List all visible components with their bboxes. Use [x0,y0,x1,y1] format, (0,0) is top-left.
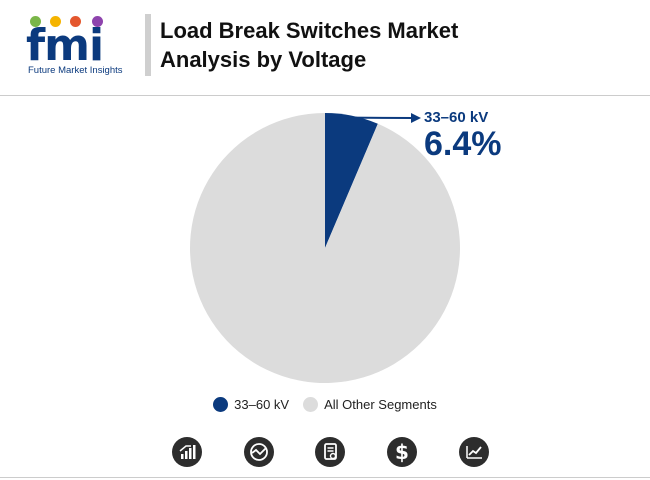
header: fmi Future Market Insights Load Break Sw… [0,0,650,96]
logo-dot-icon [92,16,103,27]
header-divider [0,95,650,96]
callout-label: 33–60 kV [424,109,488,126]
legend-item: All Other Segments [303,397,437,412]
page-title: Load Break Switches Market Analysis by V… [160,16,458,74]
fmi-logo: fmi Future Market Insights [24,10,136,80]
logo-tagline: Future Market Insights [28,65,123,76]
dollar-icon[interactable]: $ [387,437,417,467]
svg-text:$: $ [395,440,409,464]
logo-dot-icon [50,16,61,27]
pie-slice [190,113,461,383]
logo-letters: fmi [26,20,104,71]
trend-line-icon[interactable] [459,437,489,467]
footer-icons: $ [0,437,650,469]
title-line-2: Analysis by Voltage [160,47,367,72]
legend-label: All Other Segments [324,397,437,412]
legend-swatch [213,397,229,412]
legend-label: 33–60 kV [234,397,290,412]
legend-swatch [303,397,319,412]
title-accent-bar [145,14,151,76]
chart-legend: 33–60 kV All Other Segments [0,397,650,412]
logo-dot-icon [30,16,41,27]
callout-arrow-icon [411,113,421,123]
pie-slices [190,113,461,383]
logo-dot-icon [70,16,81,27]
pie-chart: 33–60 kV 6.4% [190,109,502,383]
pie-slice [325,113,378,248]
legend-item: 33–60 kV [213,397,289,412]
callout-value: 6.4% [424,125,502,163]
footer-divider [0,477,650,478]
title-line-1: Load Break Switches Market [160,18,459,43]
chart-circle-icon[interactable] [244,437,274,467]
bar-chart-icon[interactable] [172,437,202,467]
document-icon[interactable] [315,437,345,467]
